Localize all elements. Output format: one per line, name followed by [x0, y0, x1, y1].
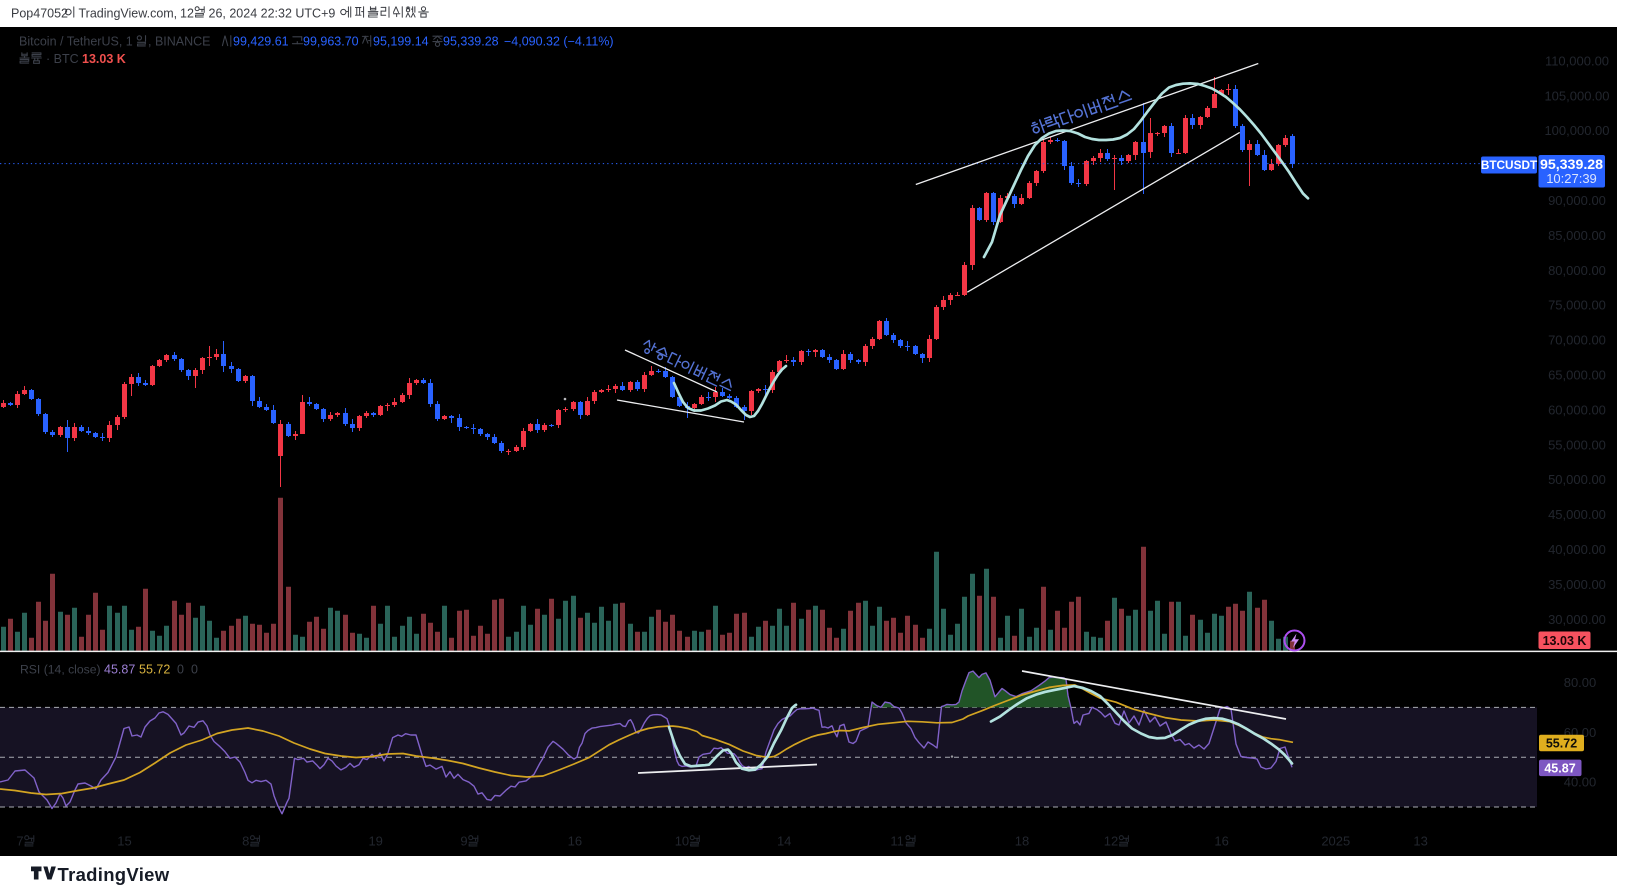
svg-text:50,000.00: 50,000.00	[1548, 472, 1606, 487]
svg-text:95,339.28: 95,339.28	[1540, 157, 1603, 173]
svg-text:BTCUSDT: BTCUSDT	[1481, 158, 1538, 172]
svg-text:12: 12	[1104, 834, 1118, 849]
svg-text:−4,090.32 (−4.11%): −4,090.32 (−4.11%)	[504, 35, 614, 49]
svg-text:110,000.00: 110,000.00	[1545, 53, 1609, 68]
svg-text:Bitcoin / TetherUS, 1: Bitcoin / TetherUS, 1	[19, 35, 133, 49]
svg-text:65,000.00: 65,000.00	[1548, 368, 1606, 383]
svg-text:99,429.61: 99,429.61	[233, 35, 289, 49]
svg-text:60,000.00: 60,000.00	[1548, 402, 1606, 417]
svg-text:0: 0	[177, 663, 184, 677]
svg-text:0: 0	[191, 663, 198, 677]
svg-text:80,000.00: 80,000.00	[1548, 263, 1606, 278]
svg-text:RSI (14, close): RSI (14, close)	[20, 663, 101, 677]
svg-text:7: 7	[16, 834, 23, 849]
svg-text:, BINANCE: , BINANCE	[148, 35, 211, 49]
svg-text:11: 11	[890, 834, 904, 849]
svg-text:55.72: 55.72	[1546, 737, 1577, 751]
svg-text:18: 18	[1015, 834, 1029, 849]
svg-text:13.03 K: 13.03 K	[1543, 634, 1587, 648]
svg-text:45.87: 45.87	[104, 663, 135, 677]
svg-text:13.03 K: 13.03 K	[82, 52, 126, 66]
svg-text:13: 13	[1413, 834, 1427, 849]
svg-text:26, 2024 22:32 UTC+9: 26, 2024 22:32 UTC+9	[209, 7, 336, 21]
svg-text:80.00: 80.00	[1564, 675, 1597, 690]
svg-text:12: 12	[180, 7, 194, 21]
svg-text:10:27:39: 10:27:39	[1546, 171, 1597, 186]
svg-text:15: 15	[117, 834, 131, 849]
svg-text:35,000.00: 35,000.00	[1548, 577, 1606, 592]
svg-text:100,000.00: 100,000.00	[1544, 123, 1609, 138]
svg-text:8: 8	[242, 834, 249, 849]
svg-text:16: 16	[568, 834, 582, 849]
svg-text:10: 10	[675, 834, 689, 849]
svg-text:75,000.00: 75,000.00	[1548, 298, 1606, 313]
svg-text:90,000.00: 90,000.00	[1548, 193, 1606, 208]
svg-text:9: 9	[460, 834, 467, 849]
svg-text:85,000.00: 85,000.00	[1548, 228, 1606, 243]
svg-text:Pop47052: Pop47052	[11, 7, 68, 21]
svg-text:· BTC: · BTC	[46, 52, 79, 66]
svg-text:55.72: 55.72	[139, 663, 170, 677]
svg-text:95,199.14: 95,199.14	[373, 35, 429, 49]
svg-text:95,339.28: 95,339.28	[443, 35, 499, 49]
svg-text:70,000.00: 70,000.00	[1548, 333, 1606, 348]
svg-text:TradingView.com,: TradingView.com,	[79, 7, 178, 21]
svg-text:99,963.70: 99,963.70	[303, 35, 359, 49]
svg-text:2025: 2025	[1321, 834, 1350, 849]
svg-text:45,000.00: 45,000.00	[1548, 507, 1606, 522]
svg-text:45.87: 45.87	[1544, 761, 1575, 775]
svg-text:40,000.00: 40,000.00	[1548, 542, 1606, 557]
svg-text:14: 14	[777, 834, 791, 849]
svg-text:30,000.00: 30,000.00	[1548, 612, 1606, 627]
svg-text:40.00: 40.00	[1564, 775, 1597, 790]
svg-text:105,000.00: 105,000.00	[1544, 88, 1609, 103]
svg-text:55,000.00: 55,000.00	[1548, 437, 1606, 452]
svg-text:TradingView: TradingView	[58, 864, 170, 885]
svg-text:19: 19	[368, 834, 382, 849]
svg-text:16: 16	[1214, 834, 1228, 849]
